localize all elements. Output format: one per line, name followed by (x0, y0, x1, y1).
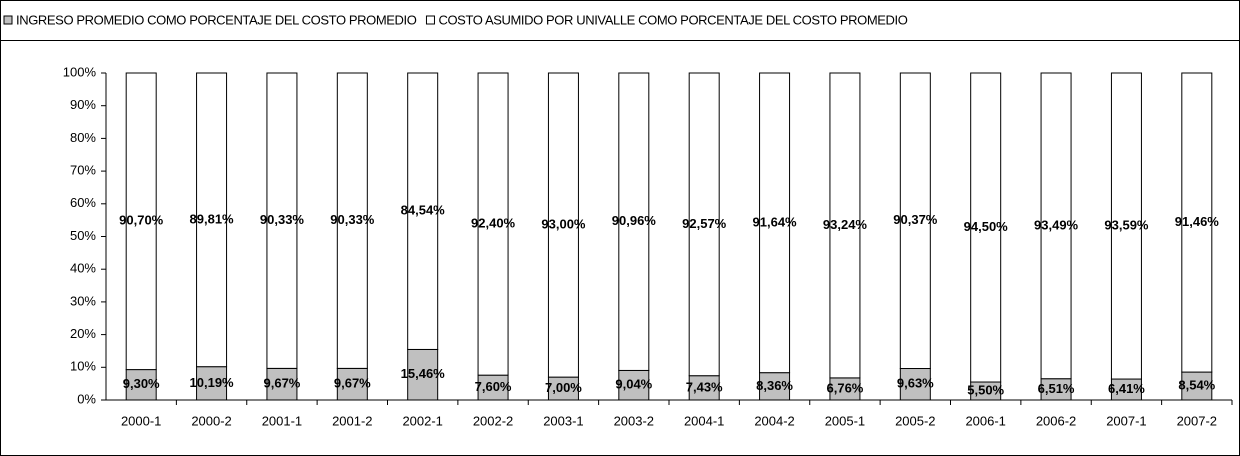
value-label: 6,76% (827, 380, 864, 395)
value-label: 84,54% (401, 203, 446, 218)
x-tick-label: 2000-2 (191, 413, 231, 428)
bar-segment (618, 72, 650, 371)
bar-segment (759, 72, 791, 374)
value-label: 7,60% (475, 379, 512, 394)
value-label: 9,67% (264, 376, 301, 391)
value-label: 89,81% (190, 211, 235, 226)
value-label: 90,33% (260, 212, 305, 227)
value-label: 91,64% (753, 214, 798, 229)
value-label: 93,59% (1104, 217, 1149, 232)
value-label: 8,54% (1178, 377, 1215, 392)
x-tick-label: 2003-2 (614, 413, 654, 428)
y-tick-label: 10% (70, 359, 96, 374)
legend-label: INGRESO PROMEDIO COMO PORCENTAJE DEL COS… (16, 12, 417, 27)
bar-segment (336, 72, 368, 369)
bar-segment (1110, 72, 1142, 380)
x-tick-label: 2006-1 (965, 413, 1005, 428)
legend-swatch (3, 15, 13, 25)
value-label: 92,57% (682, 216, 727, 231)
value-label: 90,33% (330, 212, 375, 227)
bar-segment (266, 72, 298, 369)
x-tick-label: 2004-2 (754, 413, 794, 428)
x-tick-label: 2007-2 (1177, 413, 1217, 428)
y-tick-label: 20% (70, 326, 96, 341)
y-tick-label: 100% (63, 64, 97, 79)
value-label: 6,51% (1038, 381, 1075, 396)
value-label: 6,41% (1108, 381, 1145, 396)
value-label: 93,24% (823, 217, 868, 232)
x-tick-label: 2004-1 (684, 413, 724, 428)
value-label: 9,04% (615, 377, 652, 392)
y-tick-label: 50% (70, 228, 96, 243)
bar-segment (1040, 72, 1072, 380)
bar-segment (1181, 72, 1213, 373)
value-label: 5,50% (967, 382, 1004, 397)
y-tick-label: 70% (70, 163, 96, 178)
x-tick-label: 2006-2 (1036, 413, 1076, 428)
bar-segment (407, 72, 439, 350)
y-tick-label: 0% (77, 391, 96, 406)
value-label: 9,63% (897, 376, 934, 391)
x-tick-label: 2005-1 (825, 413, 865, 428)
x-tick-label: 2005-2 (895, 413, 935, 428)
bar-segment (829, 72, 861, 379)
x-tick-label: 2001-1 (262, 413, 302, 428)
x-tick-label: 2002-2 (473, 413, 513, 428)
value-label: 90,96% (612, 213, 657, 228)
bar-segment (407, 348, 439, 401)
value-label: 8,36% (756, 378, 793, 393)
y-tick-label: 60% (70, 195, 96, 210)
value-label: 9,67% (334, 376, 371, 391)
x-tick-label: 2007-1 (1106, 413, 1146, 428)
bar-segment (125, 72, 157, 371)
value-label: 9,30% (123, 376, 160, 391)
value-label: 92,40% (471, 216, 516, 231)
value-label: 90,37% (893, 212, 938, 227)
x-tick-label: 2000-1 (121, 413, 161, 428)
value-label: 91,46% (1175, 214, 1220, 229)
bar-segment (477, 72, 509, 376)
x-tick-label: 2001-2 (332, 413, 372, 428)
bar-segment (266, 367, 298, 401)
legend-label: COSTO ASUMIDO POR UNIVALLE COMO PORCENTA… (438, 12, 907, 27)
x-tick-label: 2002-1 (402, 413, 442, 428)
legend-swatch (425, 15, 435, 25)
value-label: 90,70% (119, 213, 164, 228)
value-label: 93,00% (541, 216, 586, 231)
bar-segment (196, 366, 228, 401)
bar-segment (618, 369, 650, 401)
value-label: 7,43% (686, 379, 723, 394)
value-label: 15,46% (401, 366, 446, 381)
bar-segment (970, 72, 1002, 383)
y-tick-label: 80% (70, 130, 96, 145)
bar-segment (547, 72, 579, 378)
bar-segment (477, 374, 509, 401)
x-tick-label: 2003-1 (543, 413, 583, 428)
y-tick-label: 40% (70, 261, 96, 276)
bar-segment (196, 72, 228, 368)
y-tick-label: 30% (70, 293, 96, 308)
bar-segment (688, 72, 720, 377)
value-label: 10,19% (190, 375, 235, 390)
value-label: 93,49% (1034, 217, 1079, 232)
bar-segment (899, 72, 931, 370)
value-label: 94,50% (964, 219, 1009, 234)
y-tick-label: 90% (70, 97, 96, 112)
value-label: 7,00% (545, 380, 582, 395)
